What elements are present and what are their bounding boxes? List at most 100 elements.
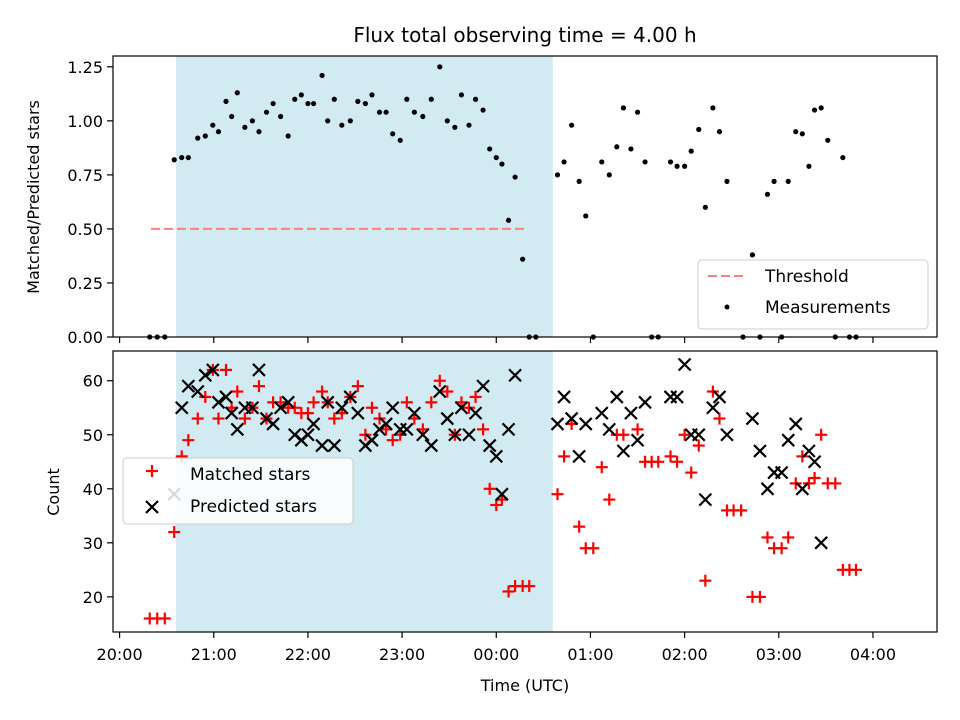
matched-star-point bbox=[307, 396, 320, 409]
bottom-x-axis: 20:00 21:00 22:00 23:00 00:00 01:00 02:00 03:00… bbox=[97, 632, 896, 664]
measurement-point bbox=[583, 213, 589, 219]
measurement-point bbox=[355, 98, 361, 104]
predicted-star-point bbox=[550, 417, 565, 431]
matched-star-point bbox=[850, 563, 863, 576]
matched-star-point bbox=[490, 499, 503, 512]
top-x-axis bbox=[118, 337, 874, 343]
measurement-point bbox=[749, 252, 756, 258]
predicted-star-point bbox=[501, 422, 516, 437]
legend-measurements-swatch bbox=[724, 304, 730, 310]
measurement-point bbox=[764, 191, 771, 197]
matched-star-point bbox=[212, 412, 225, 425]
predicted-star-point bbox=[788, 417, 803, 431]
predicted-star-point bbox=[385, 400, 400, 415]
predicted-star-point bbox=[448, 427, 462, 442]
measurement-point bbox=[561, 159, 567, 165]
predicted-star-point bbox=[351, 406, 365, 420]
x-axis-label: Time (UTC) bbox=[480, 676, 569, 695]
predicted-star-point bbox=[476, 379, 490, 393]
predicted-star-point bbox=[424, 438, 439, 453]
predicted-star-point bbox=[677, 357, 692, 372]
matched-star-point bbox=[671, 455, 684, 468]
predicted-star-point bbox=[698, 492, 713, 507]
measurement-point bbox=[310, 100, 317, 107]
matched-star-point bbox=[220, 363, 233, 376]
measurement-point bbox=[242, 124, 248, 130]
predicted-star-point bbox=[774, 465, 789, 480]
measurement-point bbox=[437, 64, 443, 70]
matched-star-point bbox=[652, 455, 665, 468]
predicted-star-point bbox=[807, 455, 822, 469]
predicted-star-point bbox=[281, 395, 295, 410]
predicted-star-point bbox=[315, 438, 329, 453]
x-tick-label: 22:00 bbox=[285, 645, 331, 664]
matched-star-point bbox=[815, 428, 828, 441]
legend-matched-swatch bbox=[146, 465, 158, 477]
predicted-star-point bbox=[379, 417, 393, 431]
predicted-star-point bbox=[440, 411, 455, 426]
measurement-point bbox=[493, 154, 499, 161]
matched-star-point bbox=[692, 439, 705, 452]
matched-star-point bbox=[351, 380, 364, 393]
measurement-point bbox=[702, 204, 708, 210]
predicted-star-point bbox=[190, 384, 205, 399]
matched-star-point bbox=[231, 385, 244, 398]
matched-star-point bbox=[386, 434, 399, 447]
measurement-point bbox=[505, 217, 512, 223]
matched-star-point bbox=[761, 531, 774, 544]
predicted-star-point bbox=[495, 487, 509, 501]
predicted-star-point bbox=[624, 406, 638, 420]
predicted-star-point bbox=[760, 482, 775, 496]
matched-star-point bbox=[238, 412, 251, 425]
measurement-point bbox=[270, 100, 276, 107]
predicted-star-point bbox=[198, 368, 213, 383]
x-tick-label: 20:00 bbox=[97, 645, 143, 664]
top-panel: 0.00 0.25 0.50 0.75 1.00 1.25 Matched/Predict… bbox=[24, 55, 938, 347]
measurement-point bbox=[614, 144, 620, 150]
bottom-panel: 20 30 40 50 60 20:00 21:00 22:00 23:00 00:00 01:0… bbox=[44, 350, 938, 695]
predicted-star-point bbox=[663, 390, 678, 404]
matched-star-point bbox=[523, 580, 536, 593]
measurement-point bbox=[278, 113, 284, 120]
measurement-point bbox=[325, 118, 331, 124]
measurement-point bbox=[554, 172, 561, 178]
x-tick-label: 23:00 bbox=[379, 645, 425, 664]
measurement-point bbox=[642, 159, 648, 165]
bottom-legend-box bbox=[122, 457, 354, 525]
bottom-y-axis-label: Count bbox=[44, 468, 63, 516]
legend-predicted-swatch bbox=[145, 500, 159, 514]
measurement-point bbox=[472, 96, 479, 102]
matched-star-point bbox=[168, 526, 181, 539]
x-tick-label: 00:00 bbox=[473, 645, 519, 664]
measurement-point bbox=[825, 137, 831, 143]
measurement-point bbox=[487, 146, 493, 152]
predicted-star-point bbox=[416, 427, 430, 442]
predicted-star-point bbox=[252, 363, 266, 377]
predicted-star-point bbox=[266, 417, 280, 431]
matched-star-point bbox=[252, 380, 265, 393]
matched-star-point bbox=[573, 520, 586, 533]
predicted-star-point bbox=[572, 449, 586, 464]
measurement-point bbox=[256, 129, 262, 135]
measurement-point bbox=[499, 161, 505, 167]
predicted-star-point bbox=[174, 400, 189, 415]
top-legend-box bbox=[697, 259, 929, 330]
predicted-star-point bbox=[594, 406, 609, 420]
measurement-point bbox=[724, 178, 730, 184]
predicted-star-point bbox=[211, 395, 226, 410]
predicted-star-point bbox=[706, 400, 720, 415]
top-legend: Threshold Measurements bbox=[697, 259, 929, 330]
measurement-point bbox=[298, 92, 304, 98]
measurement-point bbox=[347, 118, 353, 124]
x-tick-label: 03:00 bbox=[756, 645, 802, 664]
predicted-star-point bbox=[335, 400, 349, 415]
predicted-star-point bbox=[343, 390, 358, 404]
predicted-star-point bbox=[230, 422, 245, 437]
predicted-star-point bbox=[670, 390, 684, 404]
measurement-point bbox=[620, 105, 627, 111]
predicted-star-point bbox=[630, 433, 645, 447]
measurement-point bbox=[171, 157, 177, 163]
predicted-star-point bbox=[468, 406, 483, 420]
predicted-star-point bbox=[219, 390, 233, 404]
measurement-point bbox=[682, 163, 688, 169]
